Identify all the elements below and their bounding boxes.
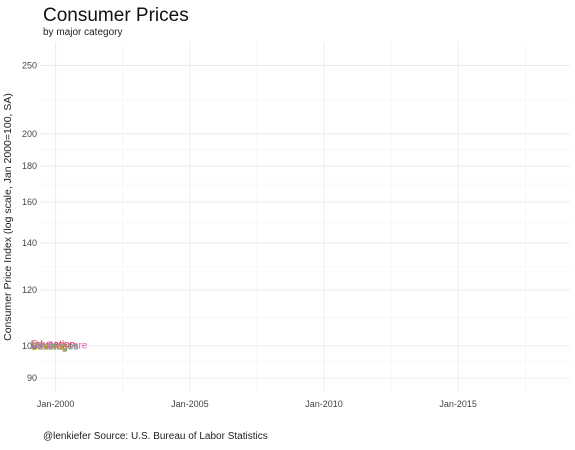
series-label: Clothing [31,342,68,353]
series-label: Housing [31,341,68,352]
y-tick-label: 180 [22,161,37,171]
y-tick-label: 200 [22,129,37,139]
y-tick-label: 90 [27,373,37,383]
series-label: Medical care [31,341,88,352]
chart-caption: @lenkiefer Source: U.S. Bureau of Labor … [43,431,268,442]
y-tick-label: 120 [22,285,37,295]
y-tick-label: 160 [22,197,37,207]
x-tick-label: Jan-2010 [305,399,343,409]
chart-title: Consumer Prices [43,5,189,26]
y-tick-label: 100 [22,341,37,351]
series-label: Beverages [31,342,79,353]
x-tick-label: Jan-2000 [37,399,75,409]
chart-subtitle: by major category [43,27,123,38]
x-tick-label: Jan-2005 [171,399,209,409]
y-tick-label: 250 [22,61,37,71]
x-tick-label: Jan-2015 [439,399,477,409]
series-label: Education [31,340,75,351]
y-tick-label: 140 [22,238,37,248]
series-line [55,345,59,348]
